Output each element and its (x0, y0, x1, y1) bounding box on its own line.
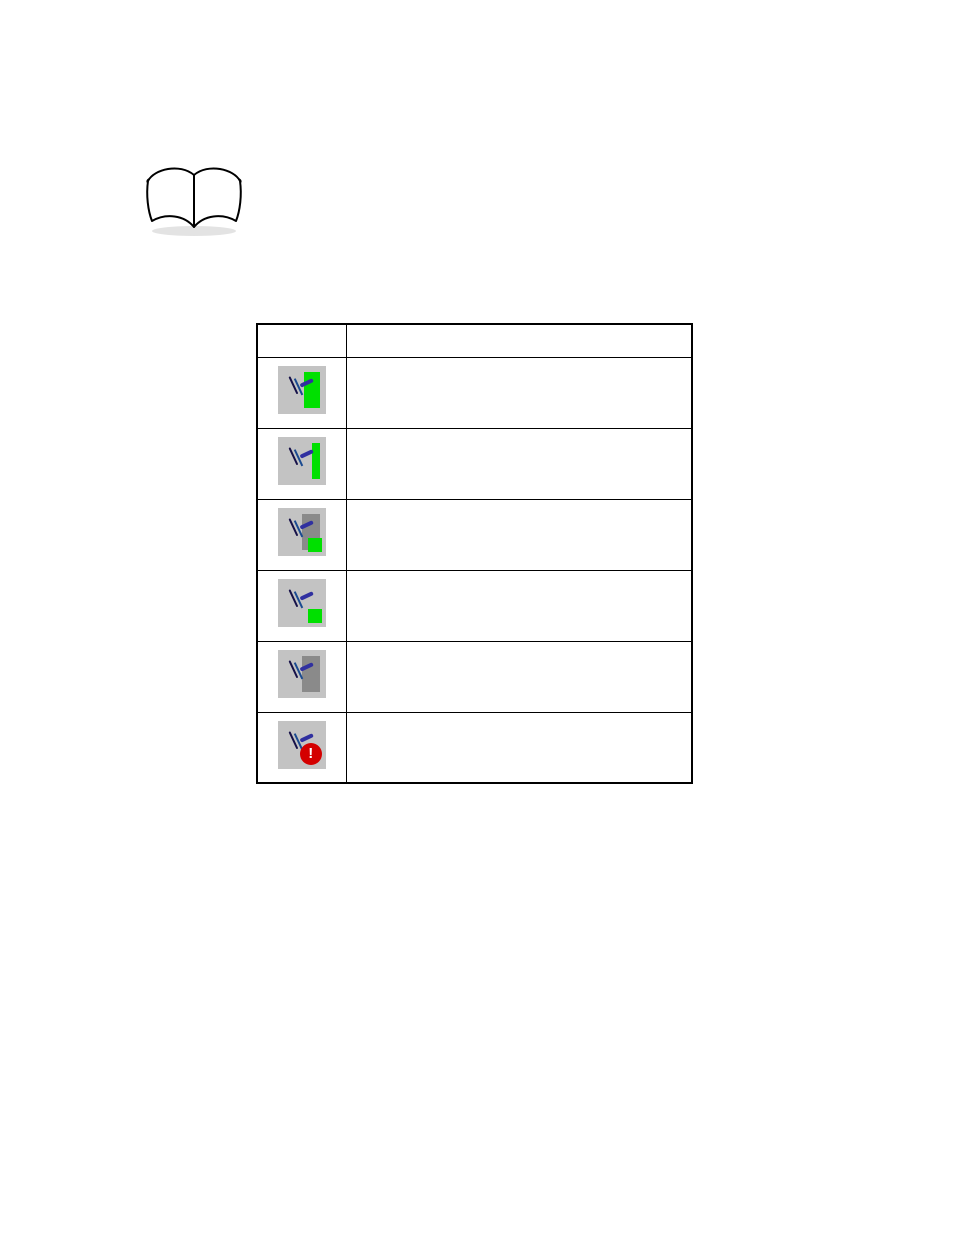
icon-status-table (256, 323, 693, 784)
icon-cell (257, 357, 346, 428)
icon-cell (257, 428, 346, 499)
icon-cell (257, 499, 346, 570)
table-row (257, 712, 692, 783)
desc-cell (346, 712, 692, 783)
status-icon-full-green (278, 366, 326, 414)
open-book-icon (140, 165, 248, 237)
table-row (257, 357, 692, 428)
desc-cell (346, 428, 692, 499)
status-icon-error (278, 721, 326, 769)
table-row (257, 570, 692, 641)
icon-cell (257, 641, 346, 712)
desc-cell (346, 499, 692, 570)
icon-cell (257, 712, 346, 783)
desc-cell (346, 570, 692, 641)
icon-cell (257, 570, 346, 641)
status-icon-panel-gray (278, 650, 326, 698)
table-row (257, 499, 692, 570)
header-cell-icon (257, 324, 346, 357)
status-icon-corner-green (278, 579, 326, 627)
header-cell-desc (346, 324, 692, 357)
status-icon-panel-corner (278, 508, 326, 556)
status-icon-half-green (278, 437, 326, 485)
desc-cell (346, 641, 692, 712)
table-header-row (257, 324, 692, 357)
table-row (257, 641, 692, 712)
desc-cell (346, 357, 692, 428)
table-row (257, 428, 692, 499)
